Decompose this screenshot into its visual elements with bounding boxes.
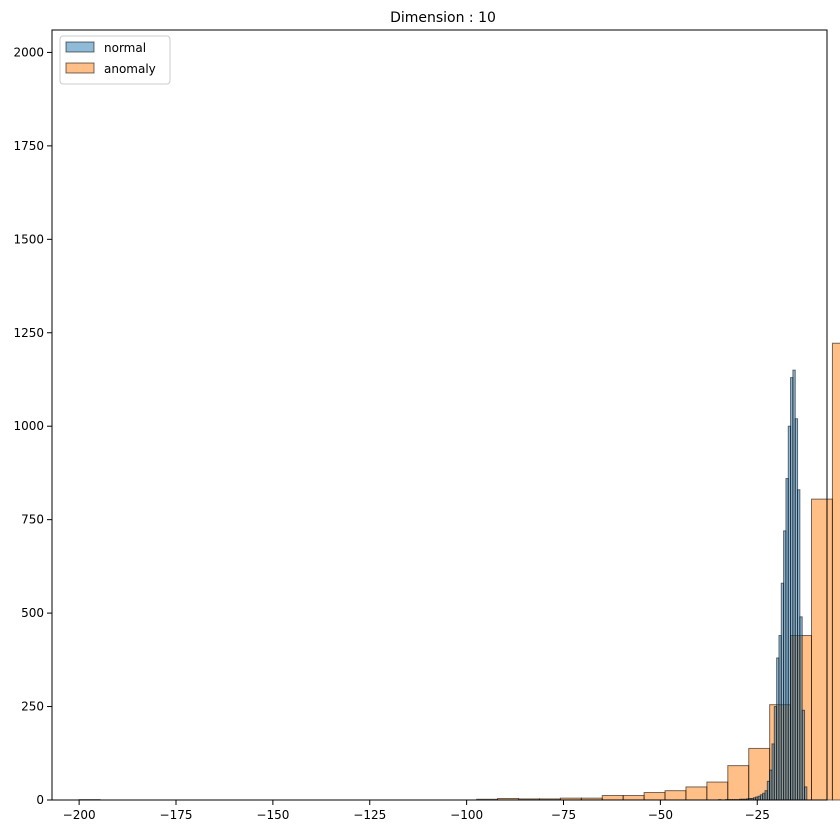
x-tick-label: −75	[551, 808, 576, 822]
y-tick-label: 1500	[13, 232, 44, 246]
legend-label-anomaly: anomaly	[104, 62, 156, 76]
x-tick-label: −200	[63, 808, 96, 822]
bar-normal	[804, 786, 808, 801]
bar-anomaly	[622, 795, 645, 801]
x-tick-label: −125	[353, 808, 386, 822]
y-tick-label: 250	[21, 700, 44, 714]
x-tick-label: −175	[160, 808, 193, 822]
y-tick-label: 1000	[13, 419, 44, 433]
legend-label-normal: normal	[104, 41, 146, 55]
y-tick-label: 1750	[13, 139, 44, 153]
y-tick-label: 750	[21, 513, 44, 527]
chart-title: Dimension : 10	[390, 10, 496, 26]
bar-anomaly	[727, 765, 750, 801]
axes-layer: −200 −175 −150 −125 −100 −75 −50 −25 0 250 500 750 1…	[13, 29, 828, 822]
x-tick-label: −100	[450, 808, 483, 822]
bar-anomaly	[685, 786, 708, 801]
legend-swatch-anomaly	[65, 62, 95, 74]
series-anomaly	[78, 342, 840, 801]
x-tick-label: −50	[648, 808, 673, 822]
bar-anomaly	[831, 342, 840, 801]
y-tick-label: 1250	[13, 326, 44, 340]
bar-anomaly	[811, 498, 833, 801]
y-tick-label: 2000	[13, 45, 44, 59]
x-tick-label: −150	[256, 808, 289, 822]
bar-anomaly	[643, 792, 666, 801]
x-tick-label: −25	[745, 808, 770, 822]
bar-anomaly	[601, 795, 624, 801]
bar-anomaly	[706, 781, 729, 801]
plot-frame	[51, 29, 828, 801]
legend: normal anomaly	[59, 35, 171, 85]
y-tick-label: 500	[21, 606, 44, 620]
series-normal	[718, 369, 808, 801]
legend-swatch-normal	[65, 41, 95, 53]
bar-anomaly	[664, 790, 687, 801]
y-tick-label: 0	[36, 793, 44, 807]
bars-layer	[78, 342, 840, 801]
